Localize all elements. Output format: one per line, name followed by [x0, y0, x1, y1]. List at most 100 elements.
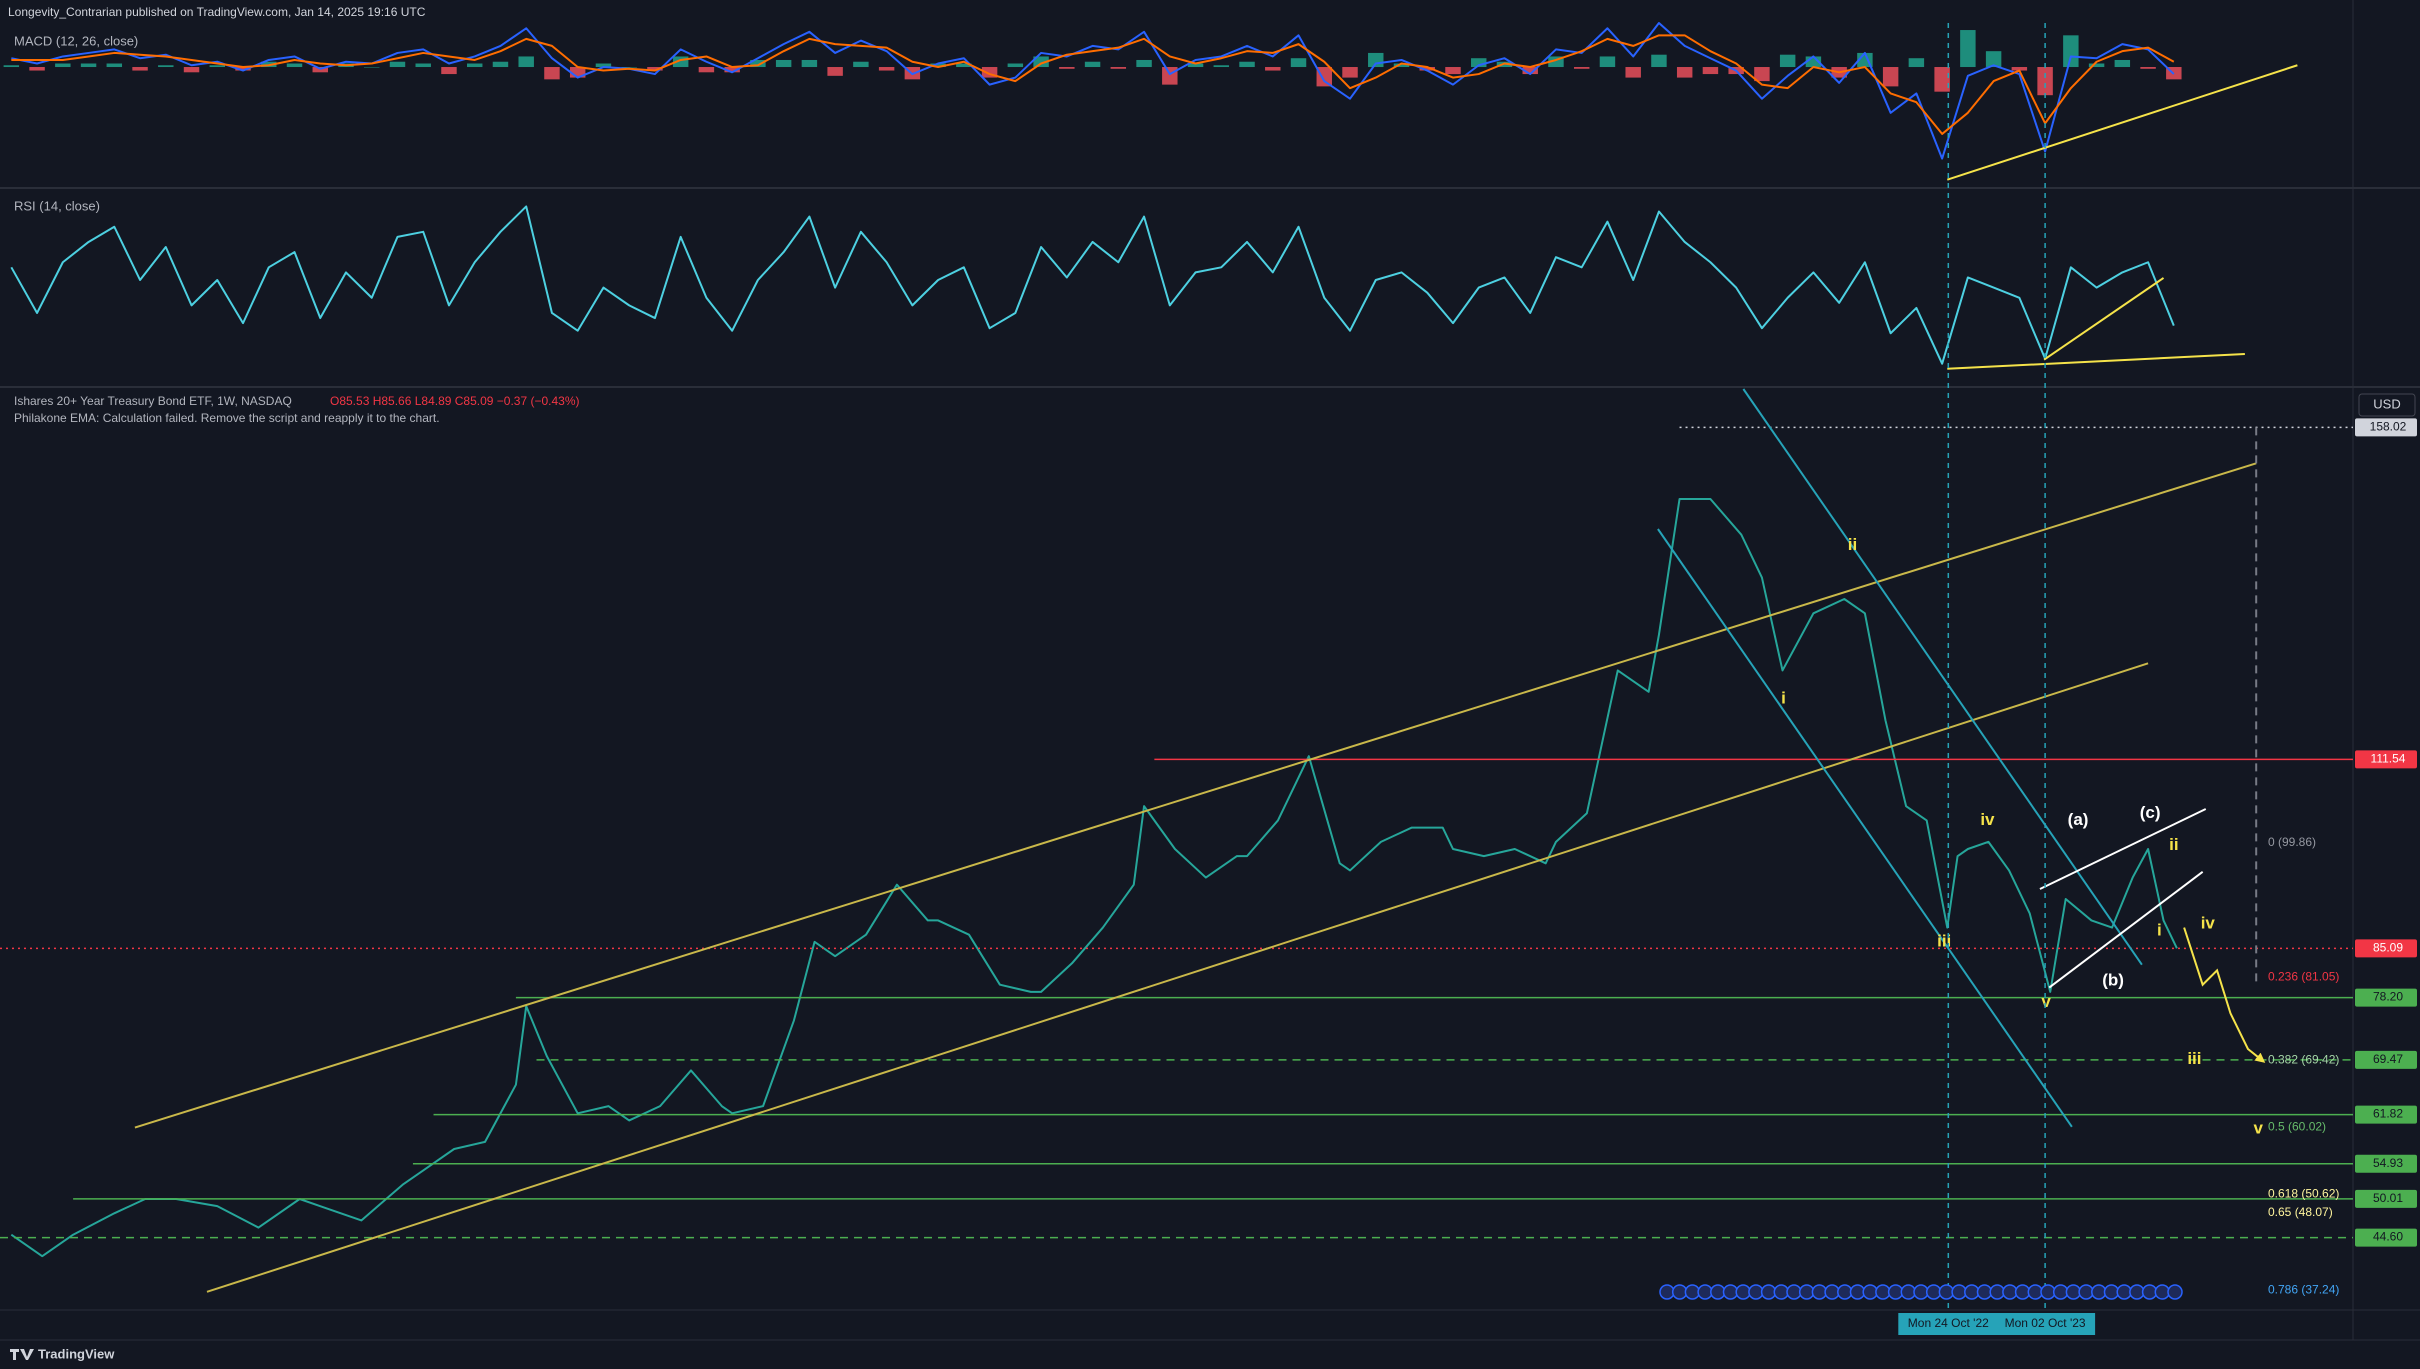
histogram-bar — [1007, 63, 1024, 68]
event-icon — [1824, 1284, 1840, 1300]
histogram-bar — [55, 63, 71, 68]
histogram-bar — [1419, 67, 1435, 71]
histogram-bar — [1471, 58, 1487, 68]
level-label: 61.82 — [2373, 1107, 2403, 1121]
wave-label: ii — [2169, 835, 2178, 854]
marker-label-box — [1995, 1313, 2096, 1335]
ohlc: O85.53 H85.66 L84.89 C85.09 −0.37 (−0.43… — [330, 394, 580, 408]
histogram-bar — [466, 63, 483, 68]
fib-label: 0.382 (69.42) — [2268, 1052, 2339, 1066]
level-label-box — [2355, 988, 2417, 1007]
series-line — [10, 205, 2175, 365]
histogram-bar — [956, 63, 972, 68]
wave-label: (a) — [2068, 810, 2089, 829]
level-label: 44.60 — [2373, 1230, 2403, 1244]
event-icon — [1913, 1284, 1929, 1300]
wave-label: iii — [1937, 931, 1951, 950]
event-icon — [1811, 1284, 1828, 1300]
event-icon — [2027, 1284, 2044, 1300]
histogram-bar — [698, 67, 715, 73]
level-label-box — [2355, 1189, 2417, 1208]
histogram-bar — [1573, 67, 1590, 69]
event-icon — [1989, 1284, 2005, 1300]
histogram-bar — [1342, 67, 1358, 78]
event-icon — [2141, 1284, 2158, 1300]
histogram-bar — [1934, 67, 1950, 92]
level-label: 50.01 — [2373, 1191, 2403, 1205]
annotation-layer: 158.02 111.54 85.09 78.20 69.47 61.82 54.93 50.… — [0, 23, 2417, 1335]
event-icon — [1925, 1284, 1942, 1300]
wave-label: ii — [1848, 535, 1857, 554]
pane-title: MACD (12, 26, close) — [14, 33, 138, 48]
level-label: 85.09 — [2373, 941, 2403, 955]
marker-label: Mon 02 Oct '23 — [2005, 1316, 2086, 1330]
histogram-bar — [1676, 67, 1693, 78]
histogram-bar — [878, 67, 895, 71]
event-icon — [2002, 1284, 2018, 1300]
trendline — [2183, 927, 2266, 1063]
event-icon — [2040, 1284, 2056, 1300]
event-icon — [1798, 1284, 1815, 1300]
level-label: 54.93 — [2373, 1156, 2403, 1170]
histogram-bar — [2088, 63, 2105, 68]
footer-brand: TradingView — [38, 1346, 115, 1361]
histogram-bar — [286, 63, 303, 68]
histogram-bar — [2037, 67, 2053, 96]
trendline — [134, 462, 2257, 1129]
event-icon — [1786, 1284, 1802, 1300]
data-layer — [3, 22, 2182, 1258]
trendline — [1946, 64, 2298, 181]
histogram-bar — [492, 61, 509, 68]
wave-label: i — [1781, 688, 1786, 707]
histogram-bar — [1110, 67, 1127, 69]
histogram-bar — [518, 56, 534, 68]
histogram-bar — [1522, 67, 1538, 75]
histogram-bar — [544, 67, 560, 80]
event-icon — [1976, 1284, 1993, 1300]
event-icon — [1862, 1284, 1878, 1300]
histogram-bar — [672, 56, 689, 68]
fib-label: 0.786 (37.24) — [2268, 1282, 2339, 1296]
event-icon — [2103, 1284, 2120, 1300]
histogram-bar — [1960, 30, 1976, 68]
level-label-box — [2355, 1050, 2417, 1069]
event-icon — [1887, 1284, 1904, 1300]
histogram-bar — [595, 63, 612, 68]
histogram-bar — [1136, 59, 1152, 68]
event-icon — [2167, 1284, 2183, 1300]
fib-label: 0.236 (81.05) — [2268, 969, 2339, 983]
marker-label: Mon 24 Oct '22 — [1908, 1316, 1989, 1330]
level-label-box — [2355, 750, 2417, 769]
histogram-bar — [1290, 58, 1307, 68]
currency-box[interactable] — [2358, 393, 2416, 417]
histogram-bar — [1162, 67, 1178, 85]
price-axis-bg — [2353, 0, 2420, 1369]
wave-label: iv — [1980, 810, 1995, 829]
event-icon — [1748, 1284, 1764, 1300]
histogram-bar — [1393, 63, 1410, 68]
level-label: 158.02 — [2370, 420, 2407, 434]
pane-title: RSI (14, close) — [14, 198, 100, 213]
histogram-bar — [750, 59, 766, 68]
event-icon — [1875, 1284, 1891, 1300]
histogram-bar — [235, 67, 251, 71]
event-icon — [2052, 1284, 2069, 1300]
histogram-bar — [209, 65, 226, 68]
event-icon — [1710, 1284, 1726, 1300]
histogram-bar — [724, 67, 740, 73]
histogram-bar — [364, 67, 380, 68]
event-icon — [1697, 1284, 1713, 1300]
publisher: Longevity_Contrarian published on Tradin… — [8, 5, 426, 19]
histogram-bar — [1702, 67, 1719, 75]
event-icon — [2014, 1284, 2031, 1300]
event-icon — [2116, 1284, 2132, 1300]
level-label-box — [2355, 1228, 2417, 1247]
event-icon — [1722, 1284, 1739, 1300]
level-label-box — [2355, 1154, 2417, 1173]
histogram-bar — [1805, 56, 1822, 68]
histogram-bar — [647, 67, 663, 71]
trendline — [2039, 808, 2207, 890]
trendline — [2048, 871, 2204, 989]
histogram-bar — [2140, 67, 2156, 69]
